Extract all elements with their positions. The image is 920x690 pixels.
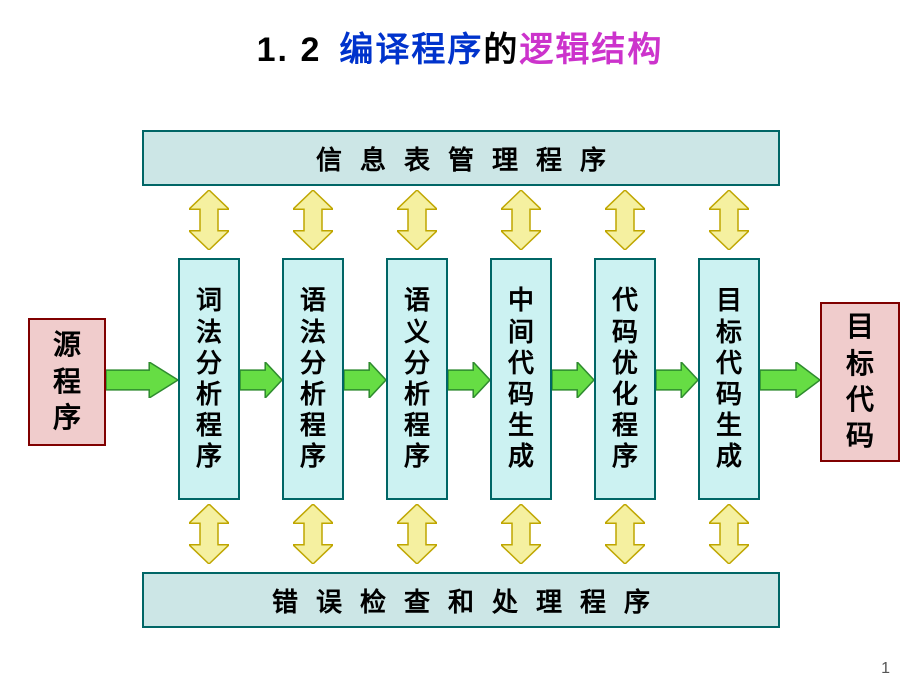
page-number: 1 [881,660,890,678]
title-number: 1. 2 [257,31,322,69]
error-handler-bar: 错误检查和处理程序 [142,572,780,628]
phase-box-5: 目标代码生成 [698,258,760,500]
phase-box-1: 语法分析程序 [282,258,344,500]
phase-box-4: 代码优化程序 [594,258,656,500]
title-part1: 编译程序 [339,31,483,69]
phase-box-2: 语义分析程序 [386,258,448,500]
title-part3: 逻辑结构 [519,31,663,69]
phase-box-3: 中间代码生成 [490,258,552,500]
source-program-box: 源程序 [28,318,106,446]
diagram-title: 1. 2 编译程序的逻辑结构 [0,0,920,71]
info-table-manager-bar: 信息表管理程序 [142,130,780,186]
phase-box-0: 词法分析程序 [178,258,240,500]
title-part2: 的 [483,31,519,69]
target-code-box: 目标代码 [820,302,900,462]
